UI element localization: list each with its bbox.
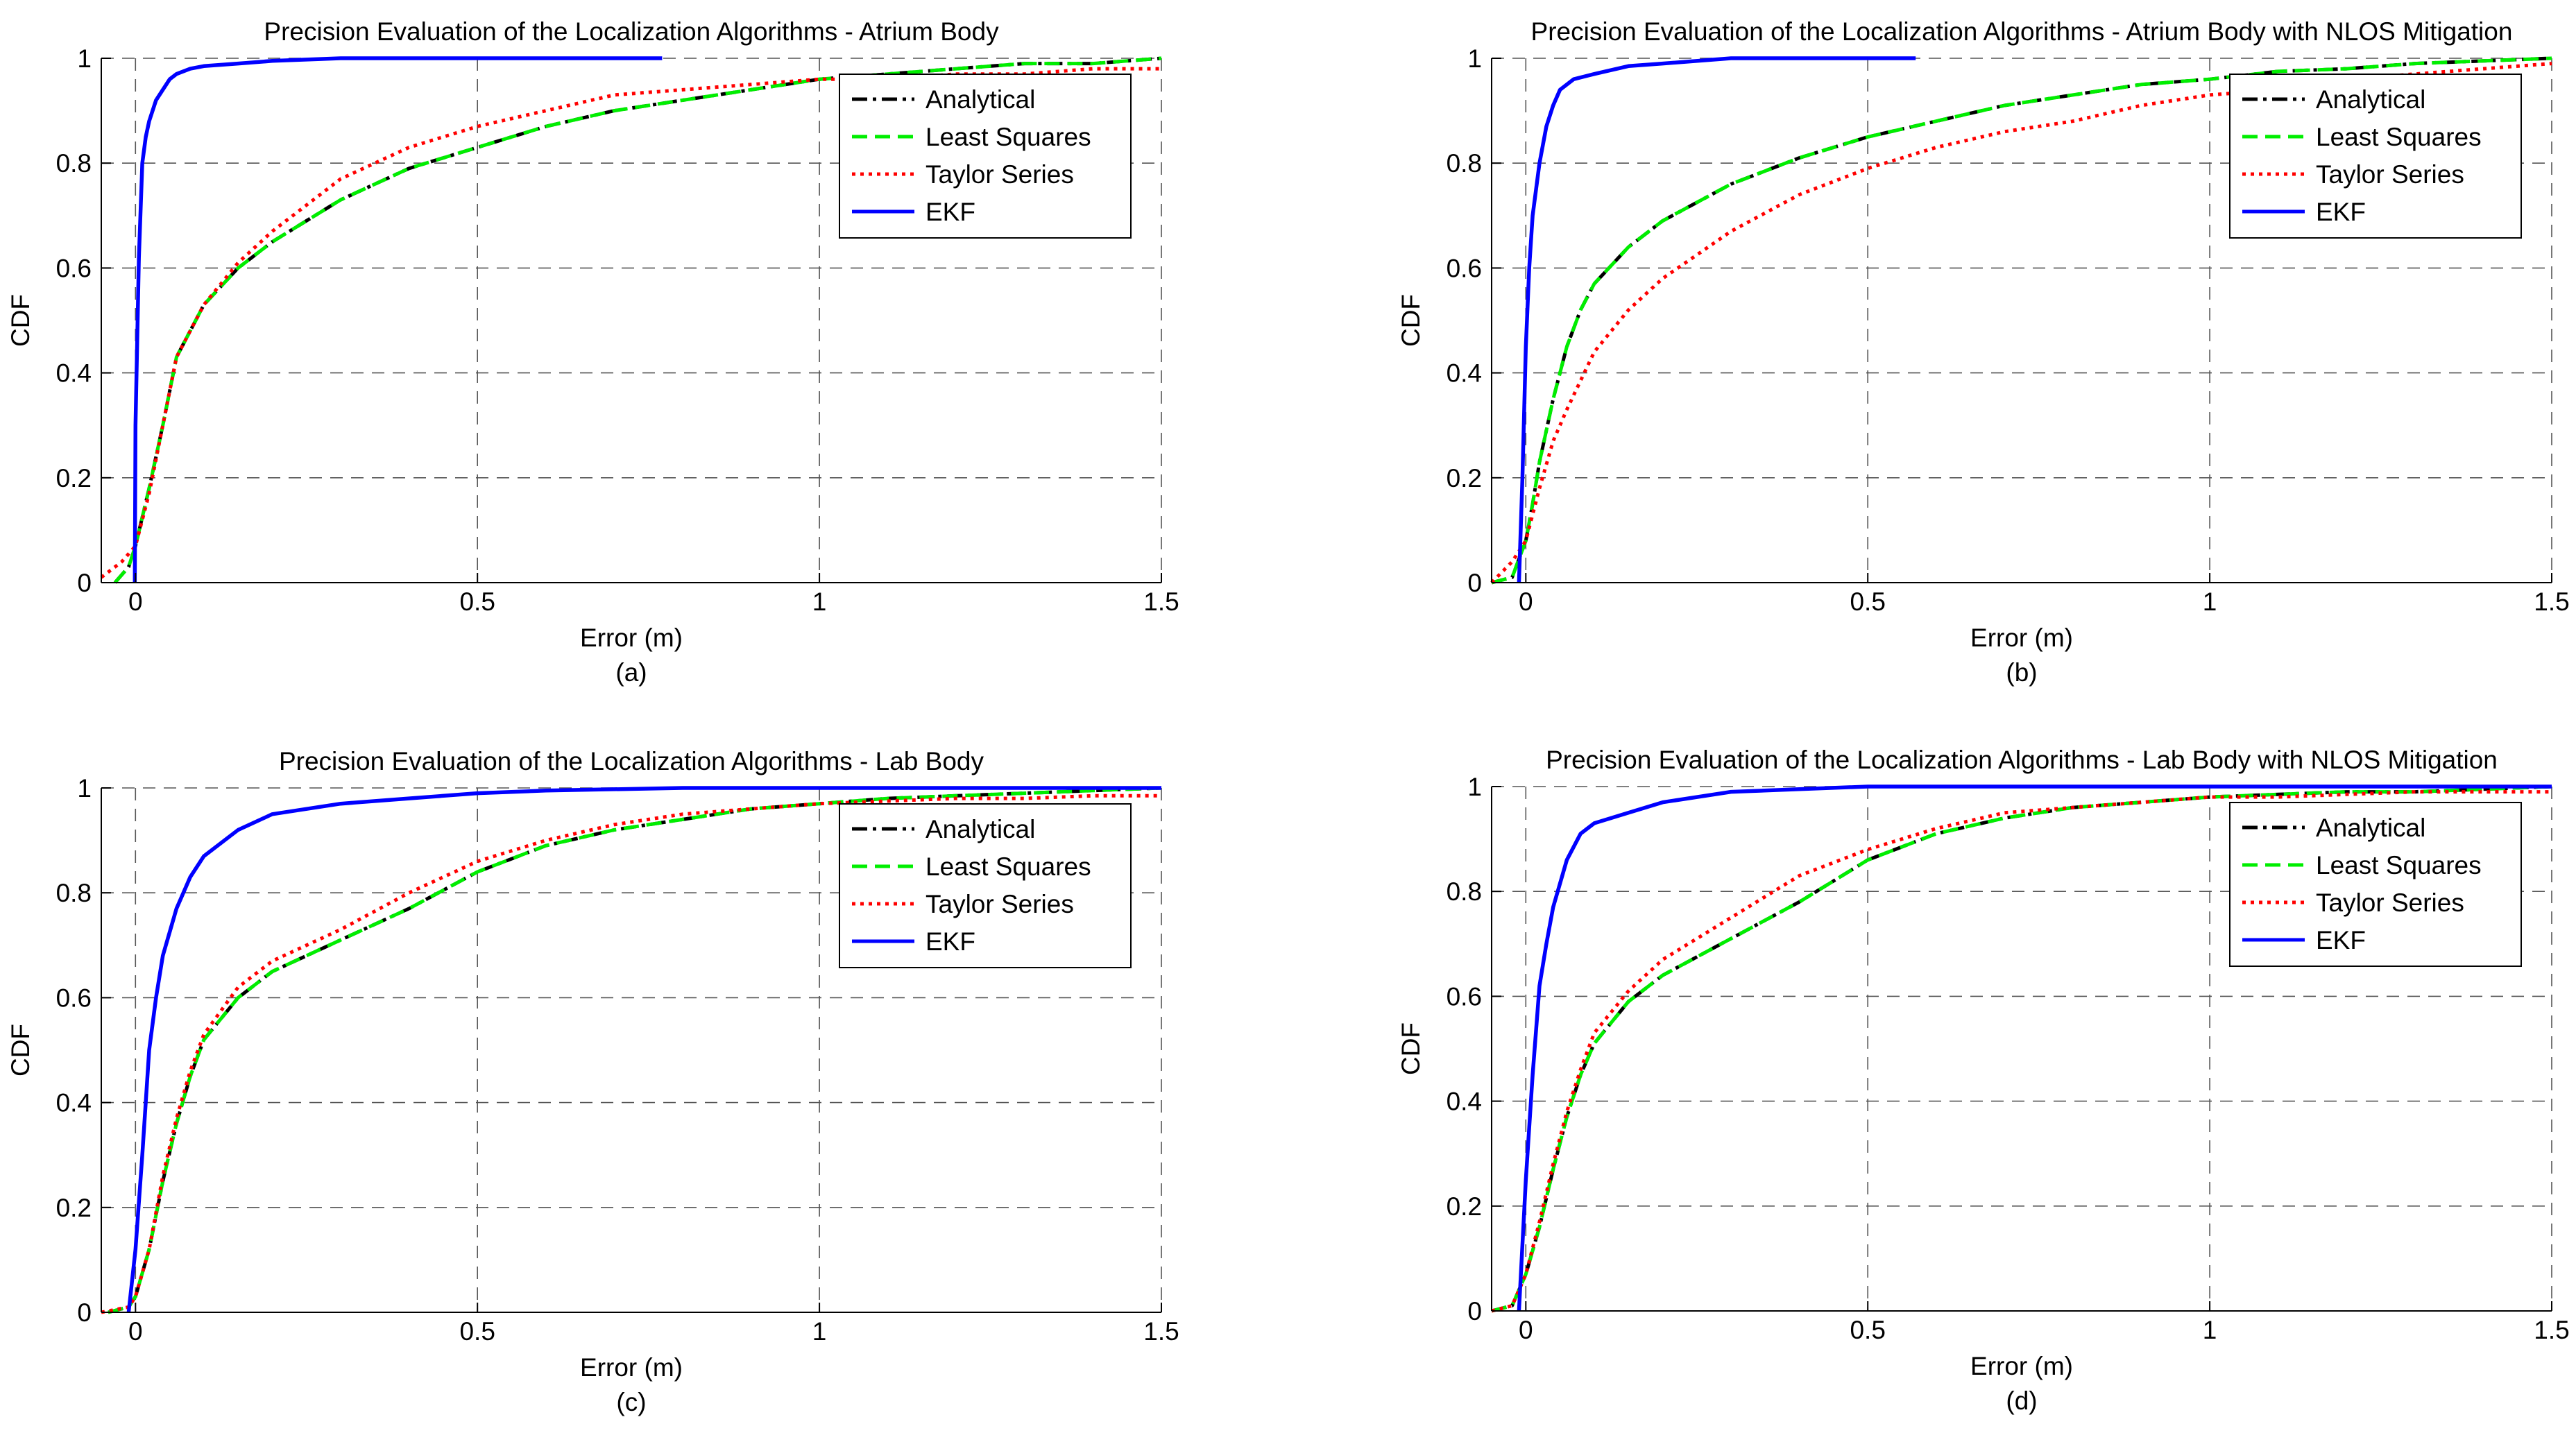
legend-label: Analytical xyxy=(2316,814,2425,842)
y-tick-label: 1 xyxy=(77,44,92,73)
x-tick-label: 1.5 xyxy=(1143,587,1179,616)
x-tick-label: 0 xyxy=(1519,587,1533,616)
y-tick-label: 0.2 xyxy=(1447,1192,1482,1221)
panel-caption: (b) xyxy=(2006,658,2037,687)
y-tick-label: 1 xyxy=(1467,44,1482,73)
y-tick-label: 0.6 xyxy=(1447,982,1482,1011)
legend-label: Analytical xyxy=(926,85,1035,114)
series-group xyxy=(100,56,1162,584)
y-axis-label: CDF xyxy=(1397,294,1425,347)
grid xyxy=(1492,58,2552,583)
chart-title: Precision Evaluation of the Localization… xyxy=(1546,746,2498,774)
x-tick-label: 1.5 xyxy=(2534,1316,2569,1344)
legend-label: EKF xyxy=(926,927,975,956)
series-line-least-squares xyxy=(113,56,1162,584)
series-line-ekf xyxy=(1517,784,2552,1312)
legend-label: EKF xyxy=(2316,198,2366,226)
y-tick-label: 0.2 xyxy=(56,1194,92,1222)
x-tick-label: 1 xyxy=(2203,587,2217,616)
x-axis-label: Error (m) xyxy=(580,624,683,652)
y-tick-label: 0.4 xyxy=(1447,359,1482,388)
y-tick-label: 0.4 xyxy=(56,1089,92,1117)
panel-caption: (c) xyxy=(616,1388,646,1416)
series-line-ekf xyxy=(126,786,1161,1313)
legend-label: Taylor Series xyxy=(926,890,1074,918)
y-tick-label: 1 xyxy=(1467,773,1482,801)
y-tick-label: 0.4 xyxy=(56,359,92,388)
chart-title: Precision Evaluation of the Localization… xyxy=(264,17,999,46)
x-tick-label: 0.5 xyxy=(459,1317,495,1346)
legend-label: Least Squares xyxy=(926,123,1091,151)
y-tick-label: 0.4 xyxy=(1447,1088,1482,1116)
legend: Analytical Least Squares Taylor Series EKF xyxy=(2229,802,2522,967)
legend-label: Least Squares xyxy=(2316,123,2482,151)
y-tick-label: 0 xyxy=(1467,1297,1482,1325)
y-tick-label: 0 xyxy=(1467,569,1482,597)
y-tick-label: 0.8 xyxy=(1447,877,1482,906)
series-group xyxy=(1491,784,2552,1313)
x-axis-label: Error (m) xyxy=(1970,624,2073,652)
legend-label: Least Squares xyxy=(926,852,1091,881)
y-tick-label: 0.6 xyxy=(56,984,92,1012)
y-tick-label: 0.2 xyxy=(56,464,92,492)
series-line-taylor-series xyxy=(1491,790,2552,1313)
x-tick-label: 0.5 xyxy=(1850,1316,1885,1344)
legend-label: EKF xyxy=(926,198,975,226)
x-tick-label: 1.5 xyxy=(2534,587,2569,616)
x-tick-label: 1 xyxy=(2203,1316,2217,1344)
series-line-taylor-series xyxy=(100,67,1161,579)
legend-label: Taylor Series xyxy=(2316,889,2464,917)
y-tick-label: 1 xyxy=(77,774,92,803)
legend: Analytical Least Squares Taylor Series EKF xyxy=(2229,74,2522,239)
y-tick-label: 0.8 xyxy=(1447,149,1482,178)
panel-c: 0 0.5 1 1.5 0 0.2 0.4 0.6 0.8 1 Precision Evaluati… xyxy=(6,747,1179,1416)
legend: Analytical Least Squares Taylor Series EKF xyxy=(839,74,1132,239)
x-tick-label: 0 xyxy=(128,587,143,616)
legend: Analytical Least Squares Taylor Series EKF xyxy=(839,803,1132,968)
x-tick-label: 0.5 xyxy=(1850,587,1885,616)
panel-caption: (a) xyxy=(615,658,647,687)
series-line-ekf xyxy=(1517,56,1916,583)
x-tick-label: 1.5 xyxy=(1143,1317,1179,1346)
legend-label: Analytical xyxy=(2316,85,2425,114)
legend-label: Least Squares xyxy=(2316,851,2482,879)
y-tick-label: 0 xyxy=(77,1298,92,1327)
chart-title: Precision Evaluation of the Localization… xyxy=(1531,17,2513,46)
legend-label: Analytical xyxy=(926,815,1035,843)
panel-d: 0 0.5 1 1.5 0 0.2 0.4 0.6 0.8 1 Precision Evaluati… xyxy=(1397,746,2570,1415)
series-group xyxy=(101,786,1162,1314)
panel-caption: (d) xyxy=(2006,1387,2037,1415)
y-tick-label: 0.6 xyxy=(1447,254,1482,282)
y-axis-label: CDF xyxy=(6,1024,35,1076)
series-line-least-squares xyxy=(1491,56,2552,585)
chart-title: Precision Evaluation of the Localization… xyxy=(279,747,984,775)
legend-label: EKF xyxy=(2316,926,2366,954)
series-line-ekf xyxy=(133,56,663,583)
x-tick-label: 0.5 xyxy=(459,587,495,616)
y-axis-label: CDF xyxy=(6,294,35,347)
x-tick-label: 1 xyxy=(812,587,827,616)
y-tick-label: 0.2 xyxy=(1447,464,1482,492)
x-axis-label: Error (m) xyxy=(1970,1352,2073,1380)
y-tick-label: 0 xyxy=(77,569,92,597)
panel-b: 0 0.5 1 1.5 0 0.2 0.4 0.6 0.8 1 Precision Evaluati… xyxy=(1397,17,2570,687)
x-tick-label: 1 xyxy=(812,1317,827,1346)
legend-label: Taylor Series xyxy=(926,160,1074,189)
y-axis-label: CDF xyxy=(1397,1022,1425,1075)
y-tick-label: 0.8 xyxy=(56,149,92,178)
x-axis-label: Error (m) xyxy=(580,1353,683,1382)
x-tick-label: 0 xyxy=(1519,1316,1533,1344)
y-tick-label: 0.8 xyxy=(56,879,92,907)
y-tick-label: 0.6 xyxy=(56,254,92,282)
x-tick-label: 0 xyxy=(128,1317,143,1346)
panel-a: 0 0.5 1 1.5 0 0.2 0.4 0.6 0.8 1 Precision Evaluati… xyxy=(6,17,1179,687)
series-line-analytical xyxy=(1491,784,2552,1313)
series-line-analytical xyxy=(1491,56,2552,585)
legend-label: Taylor Series xyxy=(2316,160,2464,189)
